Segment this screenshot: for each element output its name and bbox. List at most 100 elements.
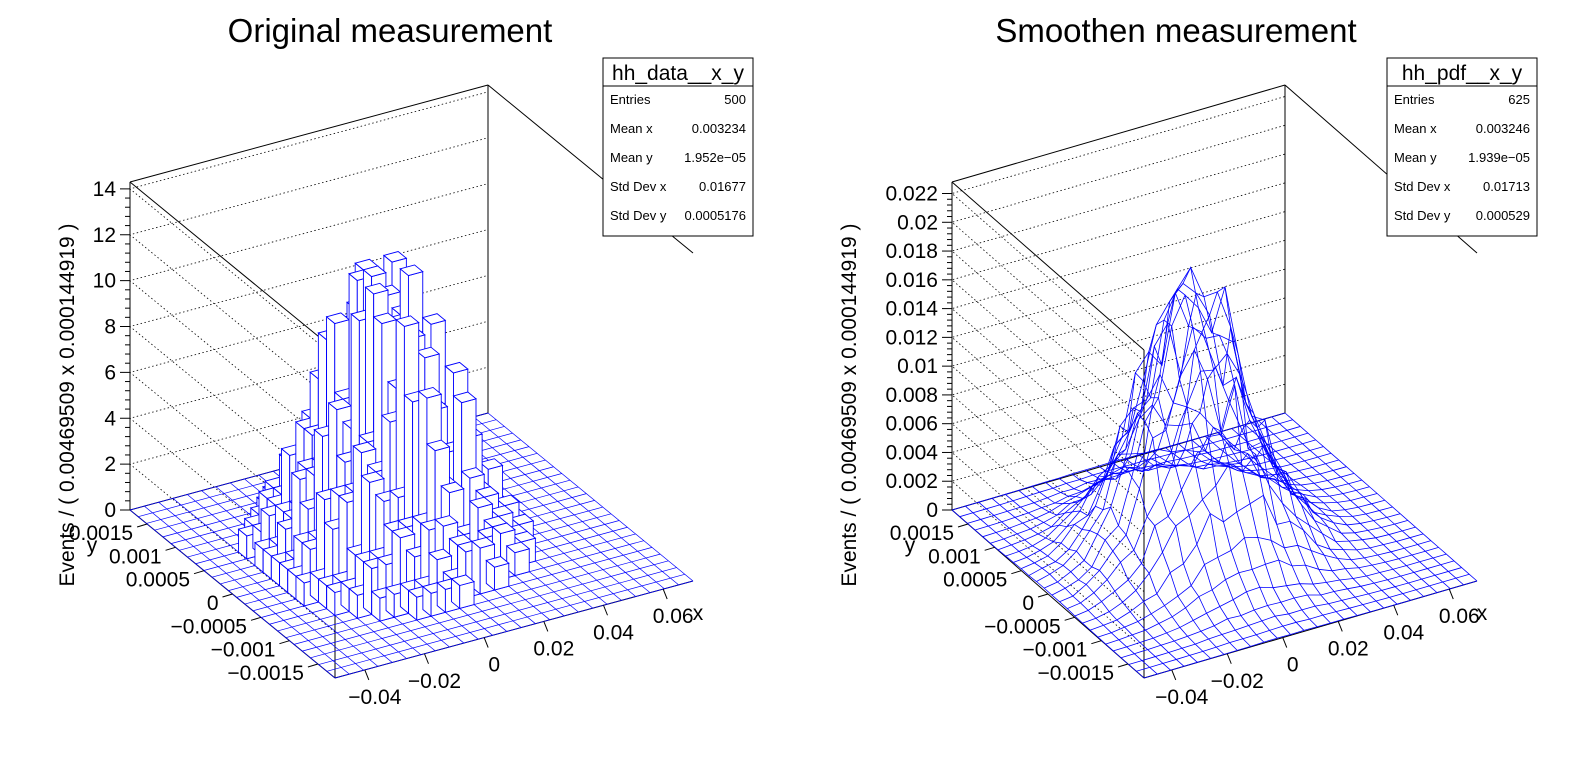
surface-mesh	[951, 266, 1478, 679]
y-tick	[193, 570, 205, 575]
y-tick	[957, 523, 969, 528]
x-tick-label: −0.02	[1211, 670, 1264, 693]
bar-face	[491, 522, 516, 535]
mesh-line	[1120, 560, 1455, 659]
x-tick-label: 0	[1287, 654, 1299, 677]
z-axis-label: Events / ( 0.00469509 x 0.000144919 )	[838, 223, 861, 586]
x-tick	[1393, 605, 1399, 616]
mesh-line	[1020, 322, 1355, 569]
mesh-line	[1271, 416, 1464, 586]
bar-face	[489, 505, 514, 517]
stats-value: 1.939e−05	[1468, 150, 1530, 165]
x-tick	[1171, 669, 1177, 681]
x-tick-label: 0.02	[1328, 637, 1369, 660]
x-tick-label: 0.06	[653, 605, 694, 628]
bar-face	[485, 556, 510, 568]
stats-value: 500	[724, 92, 746, 107]
x-tick-label: 0.02	[533, 637, 574, 660]
bar-face	[440, 481, 465, 494]
bar-face	[459, 581, 475, 610]
bar-face	[360, 471, 385, 483]
bar-face	[363, 560, 373, 616]
floor-grid	[334, 580, 694, 679]
stats-label: Mean x	[610, 121, 653, 136]
grid-line	[951, 211, 1286, 477]
y-tick-label: 0	[1022, 592, 1034, 615]
y-tick-label: 0.001	[928, 545, 981, 568]
y-tick-label: −0.0005	[984, 615, 1061, 638]
bar-face	[362, 265, 387, 278]
bar-face	[352, 441, 377, 454]
bar-face	[428, 548, 453, 561]
y-tick-label: 0.001	[109, 545, 162, 568]
stats-name: hh_pdf__x_y	[1402, 62, 1523, 85]
mesh-line	[1124, 286, 1318, 628]
y-tick	[1064, 616, 1075, 621]
z-tick-label: 0.006	[885, 413, 938, 436]
frame-edge	[129, 84, 489, 183]
grid-line	[951, 297, 1286, 564]
z-tick-label: 8	[104, 316, 116, 339]
bar-face	[415, 346, 441, 359]
mesh-line	[1071, 319, 1265, 643]
mesh-line	[997, 448, 1332, 551]
bar-face	[391, 526, 416, 539]
grid-line	[951, 124, 1286, 391]
y-tick-label: −0.0015	[1038, 662, 1115, 685]
stats-value: 0.01713	[1483, 179, 1530, 194]
bar-face	[421, 313, 447, 325]
bar	[485, 556, 510, 592]
mesh-line	[1051, 286, 1385, 596]
z-tick-label: 0	[926, 499, 938, 522]
z-tick-label: 0.01	[897, 355, 938, 378]
mesh-line	[982, 439, 1316, 538]
x-tick	[1448, 588, 1454, 600]
x-tick	[603, 605, 608, 616]
x-tick-label: 0.06	[1439, 605, 1480, 628]
z-tick-label: 2	[104, 453, 116, 476]
bar-face	[372, 312, 398, 325]
grid-line	[951, 383, 1286, 650]
x-tick	[662, 588, 668, 600]
bar-face	[468, 496, 494, 509]
mesh-line	[965, 505, 1158, 675]
mesh-line	[1043, 266, 1378, 589]
mesh-line	[1138, 326, 1331, 624]
bar-face	[395, 315, 420, 327]
z-tick-label: 0	[104, 499, 116, 522]
floor-grid	[158, 501, 364, 671]
floor-grid	[318, 567, 677, 665]
grid-line	[951, 182, 1286, 449]
x-tick-label: 0	[488, 654, 500, 677]
y-tick	[279, 640, 290, 645]
y-tick	[307, 663, 319, 668]
mesh-line	[1097, 536, 1432, 638]
mesh-line	[1067, 352, 1401, 609]
mesh-line	[1136, 573, 1470, 672]
stats-value: 0.0005176	[685, 208, 746, 223]
grid-line	[951, 239, 1286, 506]
mesh-line	[951, 509, 1145, 679]
bar-face	[325, 312, 351, 325]
mesh-line	[1005, 494, 1198, 663]
stats-value: 0.01677	[699, 179, 746, 194]
chart-title: Smoothen measurement	[995, 12, 1356, 49]
y-tick-label: 0.0015	[69, 522, 133, 545]
bar-face	[509, 513, 535, 526]
mesh-line	[1164, 419, 1358, 616]
stats-value: 1.952e−05	[684, 150, 746, 165]
z-tick-label: 10	[93, 270, 116, 293]
mesh-line	[1082, 453, 1416, 624]
x-axis-label: x	[693, 602, 704, 625]
x-tick-label: 0.04	[1383, 621, 1424, 644]
y-tick-label: 0	[207, 592, 219, 615]
stats-value: 625	[1508, 92, 1530, 107]
x-tick-label: −0.04	[1155, 686, 1208, 709]
stats-box	[602, 57, 754, 237]
y-tick-label: 0.0015	[890, 522, 954, 545]
y-tick-label: −0.0005	[170, 615, 247, 638]
mesh-line	[1036, 282, 1370, 582]
x-tick-label: −0.02	[408, 670, 461, 693]
bar	[505, 541, 531, 577]
z-tick-label: 0.02	[897, 211, 938, 234]
